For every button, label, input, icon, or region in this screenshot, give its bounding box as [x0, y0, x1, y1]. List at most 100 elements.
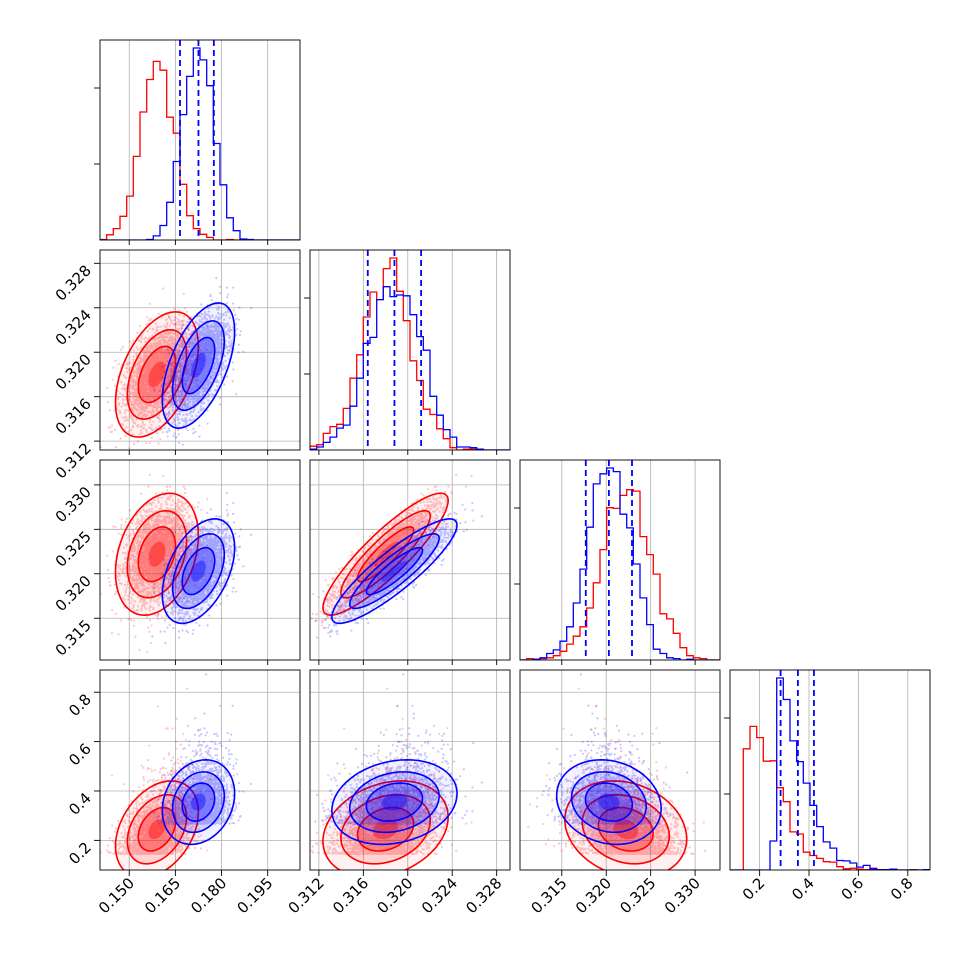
sample-point: [152, 376, 155, 379]
sample-point: [211, 348, 214, 351]
sample-point: [131, 379, 134, 382]
density-contour: [114, 311, 200, 438]
sample-point: [185, 413, 188, 416]
sample-point: [198, 435, 201, 438]
sample-point: [164, 331, 167, 334]
sample-point: [201, 360, 204, 363]
sample-point: [217, 308, 220, 311]
sample-point: [111, 378, 114, 381]
sample-point: [154, 375, 158, 379]
sample-point: [144, 393, 147, 396]
sample-point: [154, 343, 157, 346]
sample-point: [208, 340, 211, 343]
sample-point: [150, 385, 154, 388]
sample-point: [156, 361, 160, 364]
sample-point: [184, 307, 187, 310]
sample-point: [173, 367, 176, 370]
sample-point: [143, 387, 146, 391]
sample-point: [175, 352, 179, 355]
sample-point: [210, 350, 213, 353]
sample-point: [133, 399, 136, 402]
sample-point: [143, 387, 146, 390]
sample-point: [159, 339, 162, 342]
sample-point: [172, 364, 175, 367]
sample-point: [150, 386, 153, 389]
sample-point: [145, 402, 148, 405]
sample-point: [145, 353, 148, 356]
sample-point: [153, 379, 156, 382]
sample-point: [196, 368, 199, 371]
sample-point: [163, 367, 166, 370]
sample-point: [151, 379, 154, 382]
sample-point: [168, 353, 171, 356]
sample-point: [157, 416, 160, 419]
sample-point: [142, 413, 146, 416]
sample-point: [147, 374, 150, 378]
sample-point: [171, 367, 175, 370]
sample-point: [143, 375, 146, 379]
sample-point: [160, 387, 163, 390]
sample-point: [174, 322, 177, 326]
sample-point: [126, 363, 129, 366]
sample-point: [175, 358, 179, 361]
sample-point: [190, 395, 193, 398]
sample-point: [175, 335, 179, 338]
sample-point: [137, 370, 140, 374]
sample-point: [139, 324, 142, 328]
sample-point: [162, 395, 166, 398]
sample-point: [175, 327, 178, 331]
sample-point: [178, 352, 181, 355]
sample-point: [141, 376, 144, 379]
sample-point: [110, 430, 114, 433]
sample-point: [152, 386, 155, 389]
sample-point: [184, 350, 187, 353]
sample-point: [148, 370, 151, 373]
sample-point: [161, 372, 164, 375]
sample-point: [158, 385, 161, 388]
sample-point: [171, 342, 174, 345]
sample-point: [216, 361, 219, 364]
sample-point: [207, 343, 211, 346]
sample-point: [226, 296, 229, 299]
sample-point: [170, 321, 173, 325]
joint-panel-0-2: [100, 460, 300, 660]
sample-point: [194, 321, 198, 325]
sample-point: [205, 358, 208, 361]
sample-point: [206, 422, 209, 425]
sample-point: [133, 402, 136, 405]
sample-point: [249, 307, 253, 310]
sample-point: [144, 371, 147, 374]
sample-point: [156, 386, 159, 389]
sample-point: [166, 324, 169, 327]
sample-point: [122, 386, 126, 390]
sample-point: [159, 356, 162, 359]
sample-point: [141, 375, 144, 378]
sample-point: [142, 356, 145, 360]
sample-point: [153, 362, 157, 366]
sample-point: [138, 387, 142, 391]
sample-point: [155, 379, 159, 382]
sample-point: [131, 403, 134, 406]
sample-point: [180, 393, 183, 396]
sample-point: [148, 360, 151, 364]
sample-point: [158, 390, 162, 393]
sample-point: [148, 302, 152, 305]
sample-point: [215, 330, 218, 333]
sample-point: [198, 368, 202, 372]
sample-point: [147, 391, 150, 394]
sample-point: [166, 357, 169, 360]
sample-point: [226, 293, 230, 296]
sample-point: [146, 382, 149, 385]
sample-point: [157, 382, 160, 386]
sample-point: [179, 394, 182, 397]
sample-point: [162, 339, 165, 342]
sample-point: [198, 374, 201, 377]
sample-point: [159, 383, 163, 386]
sample-point: [177, 376, 180, 380]
sample-point: [145, 377, 148, 380]
sample-point: [161, 355, 164, 359]
sample-point: [164, 339, 167, 342]
sample-point: [159, 393, 162, 396]
sample-point: [143, 427, 146, 430]
sample-point: [219, 331, 223, 334]
